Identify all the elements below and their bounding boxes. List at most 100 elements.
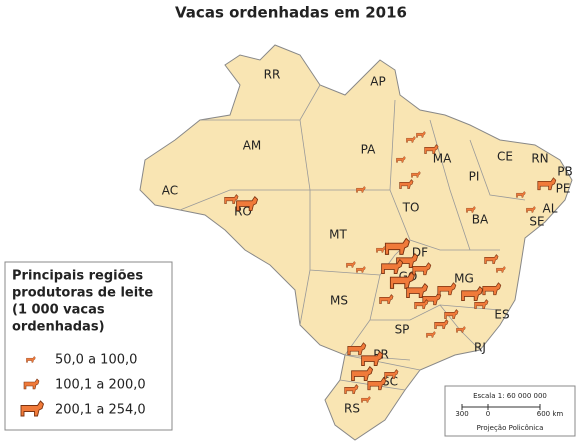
legend-item: 50,0 a 100,0 — [55, 353, 137, 368]
cow-shape — [381, 258, 404, 275]
cow-shape — [456, 326, 466, 333]
cow-symbol — [416, 131, 426, 138]
state-label: ES — [494, 308, 509, 322]
cow-shape — [356, 266, 366, 273]
state-label: SP — [395, 323, 410, 337]
state-label: MG — [454, 272, 474, 286]
cow-shape — [496, 266, 506, 273]
cow-shape — [384, 237, 410, 255]
cow-symbol — [396, 156, 406, 163]
cow-symbol — [406, 282, 429, 299]
cow-shape — [444, 309, 459, 319]
cow-shape — [376, 246, 386, 253]
state-label: CE — [497, 150, 513, 164]
cow-symbol — [537, 177, 557, 191]
cow-symbol — [526, 206, 536, 213]
cow-shape — [482, 282, 502, 296]
cow-shape — [347, 342, 367, 356]
legend: Principais regiões produtoras de leite (1 … — [12, 269, 153, 418]
cow-shape — [537, 177, 557, 191]
cow-shape — [236, 195, 259, 212]
cow-symbol — [361, 396, 371, 403]
cow-symbol — [482, 282, 502, 296]
legend-item: 200,1 a 254,0 — [55, 403, 146, 418]
state-label: AC — [162, 184, 178, 198]
country-outline — [139, 44, 573, 441]
cow-symbol — [26, 356, 36, 363]
cow-shape — [424, 144, 439, 154]
cow-symbol — [466, 206, 476, 213]
cow-shape — [406, 136, 416, 143]
cow-symbol — [376, 246, 386, 253]
state-label: MT — [329, 228, 347, 242]
cow-shape — [484, 254, 499, 264]
cow-shape — [361, 350, 384, 367]
cow-shape — [396, 156, 406, 163]
cow-symbol — [367, 377, 387, 391]
cow-symbol — [496, 266, 506, 273]
cow-symbol — [347, 342, 367, 356]
cow-shape — [461, 285, 484, 302]
cow-symbol — [516, 191, 526, 198]
state-label: AP — [370, 75, 385, 89]
cow-shape — [361, 396, 371, 403]
cow-shape — [20, 400, 45, 417]
state-label: MS — [330, 294, 348, 308]
state-borders — [179, 84, 526, 391]
scale-label: 0 — [486, 410, 490, 418]
cow-symbol — [23, 378, 40, 390]
projection: Projeção Policônica — [477, 424, 544, 432]
state-label: MA — [433, 152, 452, 166]
cow-symbol — [346, 261, 356, 268]
cow-symbol — [361, 350, 384, 367]
cow-symbol — [437, 282, 457, 296]
cow-symbol — [236, 195, 259, 212]
cow-shape — [412, 262, 432, 276]
cow-symbol — [414, 299, 429, 309]
cow-symbol — [456, 326, 466, 333]
cow-shape — [474, 299, 489, 309]
state-label: RS — [344, 402, 360, 416]
legend-box — [4, 261, 173, 431]
state-label: SE — [529, 215, 544, 229]
cow-shape — [516, 191, 526, 198]
cow-shape — [411, 171, 421, 178]
state-label: PE — [556, 182, 571, 196]
cow-shape — [346, 261, 356, 268]
cow-symbol — [384, 369, 399, 379]
state-label: BA — [472, 213, 489, 227]
cow-symbol — [379, 294, 394, 304]
cow-shape — [466, 206, 476, 213]
cow-symbol — [224, 194, 239, 204]
cow-symbol — [406, 136, 416, 143]
cow-symbol — [461, 285, 484, 302]
state-label: RN — [531, 152, 548, 166]
state-label: PB — [557, 165, 572, 179]
cow-shape — [367, 377, 387, 391]
cow-shape — [414, 299, 429, 309]
state-label: PA — [361, 143, 376, 157]
cow-symbol — [426, 331, 436, 338]
cow-shape — [344, 384, 359, 394]
cow-symbol — [484, 254, 499, 264]
cow-shape — [434, 319, 449, 329]
cow-shape — [224, 194, 239, 204]
scale-box — [444, 385, 576, 437]
cow-shape — [379, 294, 394, 304]
legend-title: (1 000 vacas — [12, 303, 105, 318]
cow-symbol — [444, 309, 459, 319]
legend-title: produtoras de leite — [12, 286, 153, 301]
cow-shape — [526, 206, 536, 213]
state-label: RJ — [474, 341, 486, 355]
cow-shape — [399, 179, 414, 189]
state-label: TO — [402, 201, 420, 215]
cow-symbol — [412, 262, 432, 276]
cow-shape — [26, 356, 36, 363]
cow-shape — [351, 365, 374, 382]
state-label: RR — [264, 68, 281, 82]
scale-label: 600 km — [537, 410, 564, 418]
cow-symbol — [351, 365, 374, 382]
cow-symbol — [424, 144, 439, 154]
legend-title: Principais regiões — [12, 269, 143, 284]
